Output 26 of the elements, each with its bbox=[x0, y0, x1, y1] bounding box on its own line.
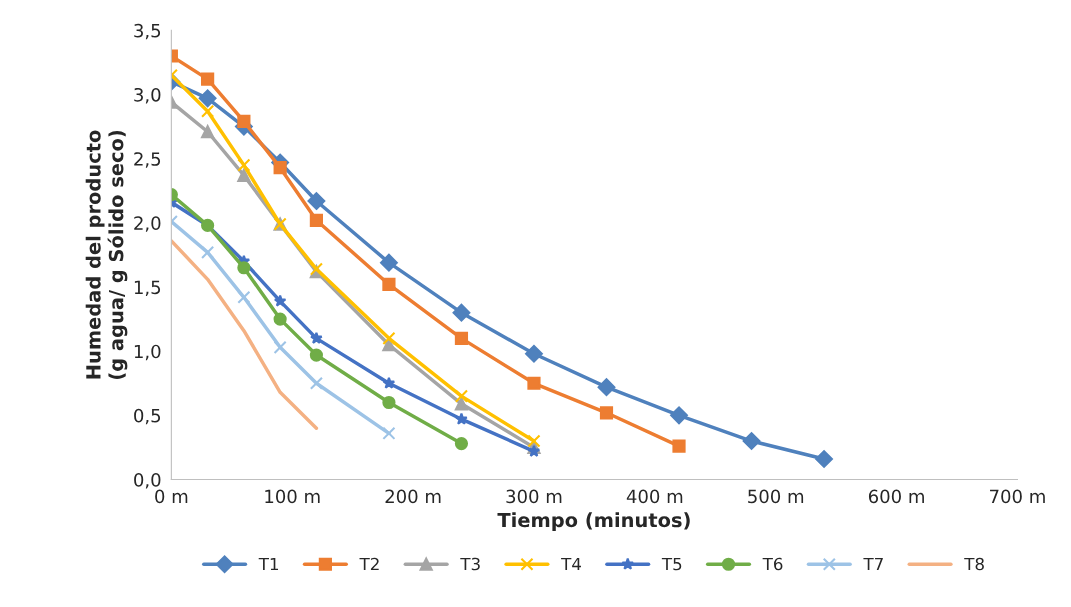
legend-label: T5 bbox=[661, 557, 682, 571]
legend-label: T4 bbox=[561, 557, 581, 571]
legend-label: T7 bbox=[863, 557, 883, 571]
y-tick-label: 1,0 bbox=[134, 344, 161, 361]
legend-label: T3 bbox=[460, 557, 480, 571]
y-tick-label: 3,5 bbox=[134, 23, 161, 40]
y-tick-label: 2,5 bbox=[134, 152, 161, 168]
x-tick-label: 400 m bbox=[626, 489, 683, 504]
x-tick-label: 700 m bbox=[990, 489, 1045, 504]
y-axis-title: Humedad del producto (g agua/ g Sólido seco) bbox=[85, 130, 128, 379]
legend-label: T1 bbox=[258, 557, 279, 571]
legend-label: T8 bbox=[964, 557, 984, 571]
legend-label: T6 bbox=[762, 557, 783, 571]
x-tick-label: 200 m bbox=[385, 489, 441, 504]
legend-label: T2 bbox=[359, 557, 379, 571]
y-tick-label: 1,5 bbox=[134, 280, 161, 296]
x-tick-label: 500 m bbox=[748, 489, 804, 504]
x-tick-label: 600 m bbox=[868, 489, 924, 504]
y-tick-label: 0,5 bbox=[134, 408, 161, 425]
y-tick-label: 0,0 bbox=[134, 472, 161, 489]
x-tick-label: 100 m bbox=[265, 489, 320, 504]
x-tick-label: 0 m bbox=[155, 489, 188, 504]
x-axis-title: Tiempo (minutos) bbox=[497, 512, 690, 532]
y-tick-label: 2,0 bbox=[134, 216, 161, 232]
x-tick-label: 300 m bbox=[506, 489, 562, 504]
y-tick-label: 3,0 bbox=[134, 87, 161, 104]
